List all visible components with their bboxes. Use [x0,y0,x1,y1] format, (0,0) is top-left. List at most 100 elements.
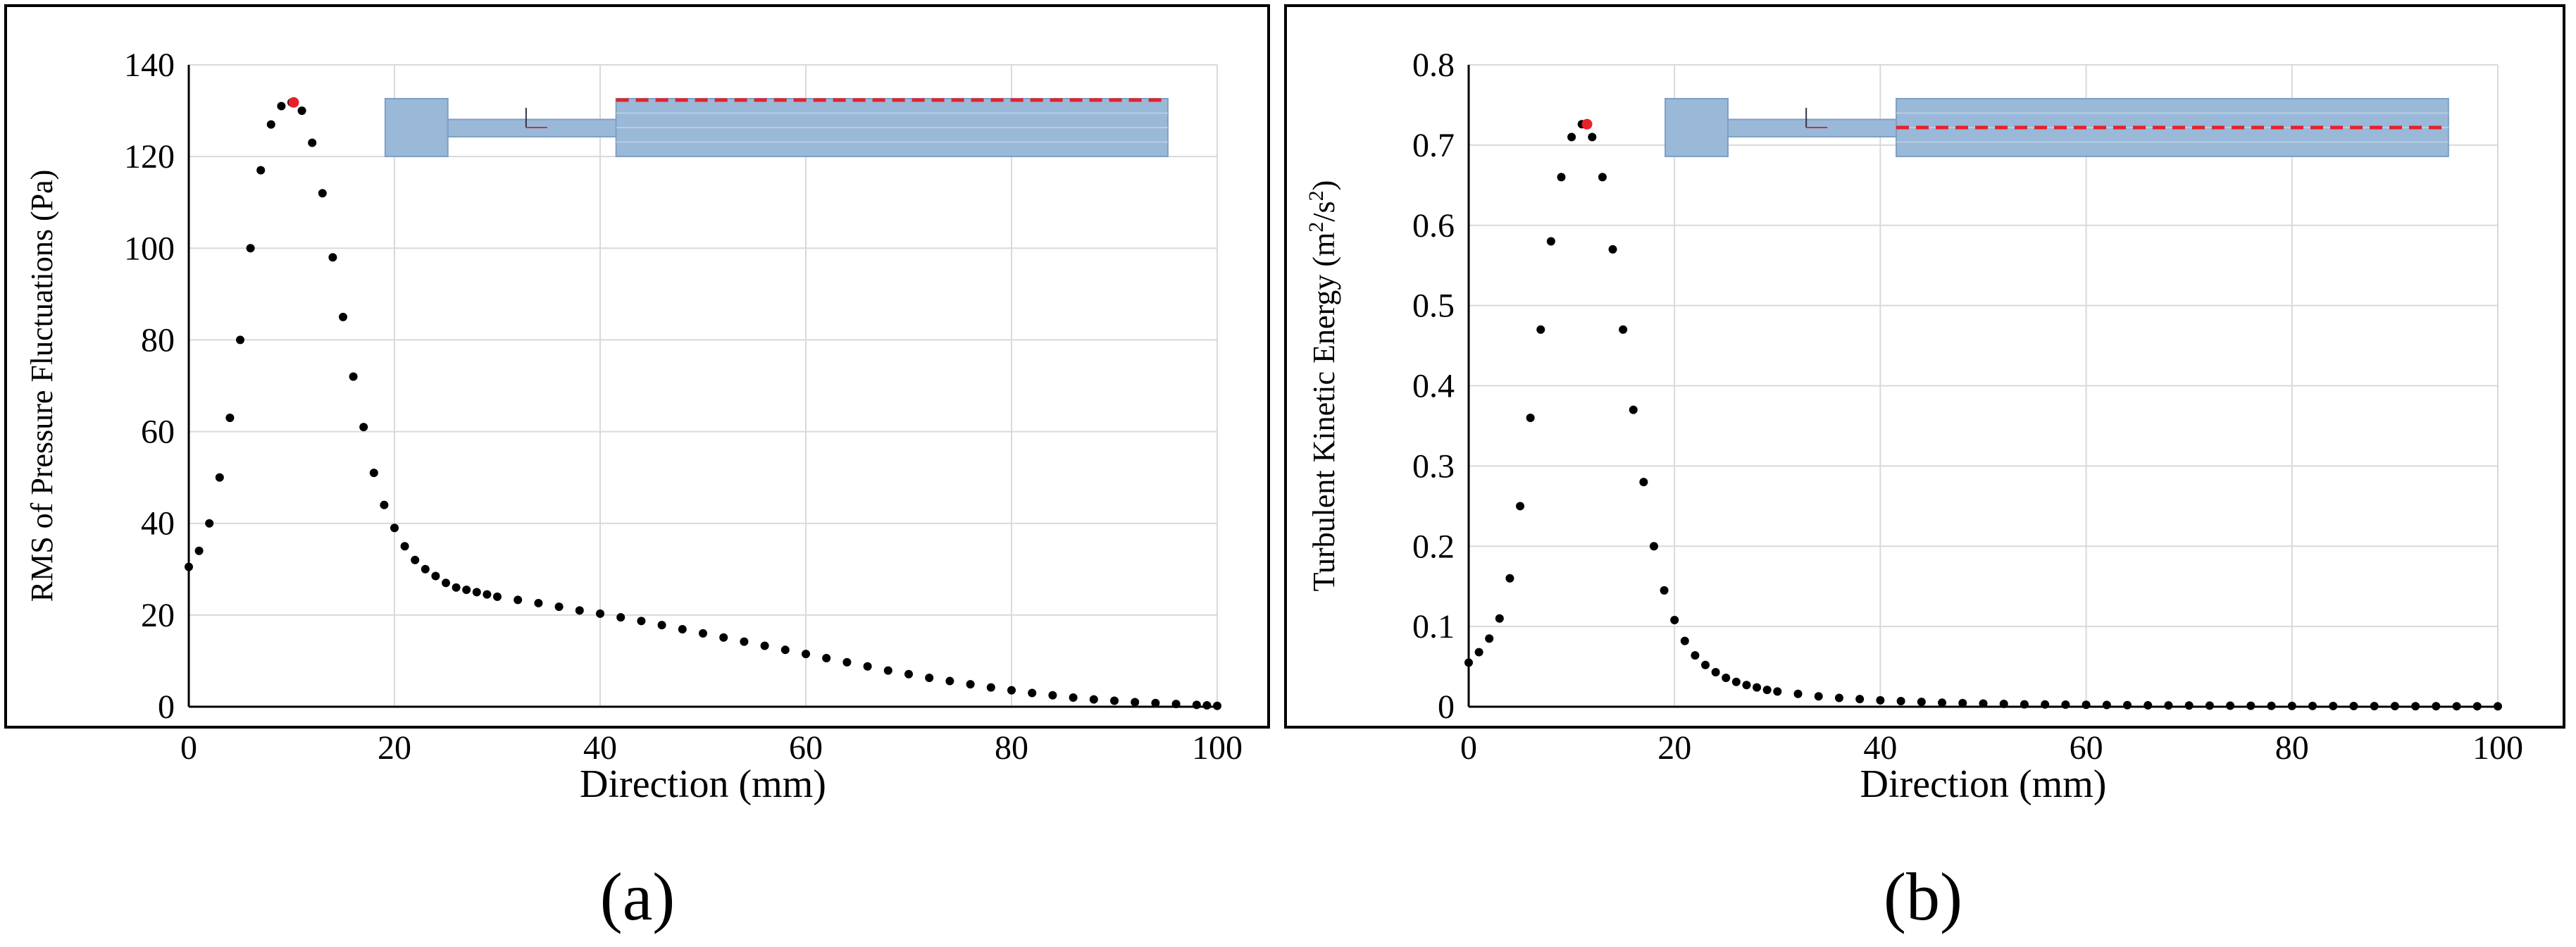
data-point [802,650,810,659]
peak-marker [288,97,299,108]
data-point [1505,574,1514,583]
data-point [534,598,543,607]
data-point [318,189,327,198]
data-point [277,101,286,111]
data-point [472,588,481,597]
data-point [1588,132,1597,142]
data-point [1742,681,1751,690]
data-point [822,654,831,663]
chart-panel-a: 0 20 40 60 80 100 120 140 0 20 40 60 80 100 Direction … [4,4,1270,806]
data-point [1731,677,1741,686]
y-tick-label: 20 [141,597,175,634]
data-point [1701,660,1710,669]
data-point [2411,702,2420,711]
data-point [657,621,666,630]
data-point [1048,691,1057,700]
x-tick-label: 0 [180,729,197,767]
x-tick-label: 40 [1863,729,1897,767]
y-tick-label: 0.1 [1412,608,1455,645]
y-axis-label: RMS of Pressure Fluctuations (Pa) [25,170,59,602]
data-point [863,662,872,671]
data-point [1649,542,1658,551]
data-point [359,423,368,432]
data-point [1639,478,1648,487]
data-point [2452,702,2461,711]
data-series [1464,118,2502,711]
data-point [1814,692,1823,701]
data-point [1917,698,1926,707]
data-point [945,676,954,686]
data-point [2143,700,2153,710]
data-point [1629,405,1638,414]
x-tick-label: 80 [2275,729,2309,767]
data-point [637,617,646,626]
data-point [2432,702,2441,711]
x-axis-label: Direction (mm) [1860,762,2107,806]
data-point [904,669,913,679]
data-point [2390,702,2399,711]
y-tick-label: 0.5 [1412,287,1455,325]
data-point [1834,693,1843,702]
y-axis-label-part: Turbulent Kinetic Energy (m [1307,233,1341,592]
data-point [483,590,492,599]
data-point [678,625,687,634]
data-series [185,97,1221,710]
data-point [194,546,204,555]
data-point [1526,414,1535,423]
data-point [1202,701,1212,710]
data-point [2041,700,2050,709]
data-point [442,578,450,588]
data-point [2164,701,2173,710]
data-point [1773,687,1782,696]
y-tick-label: 0 [158,688,175,726]
data-point [1110,696,1119,705]
y-tick-label: 140 [124,47,175,84]
data-point [760,641,769,650]
data-point [390,524,399,533]
chart-caption-b: (b) [1884,859,1962,934]
data-point [1089,695,1098,704]
y-tick-label: 0.7 [1412,127,1455,164]
data-point [1007,686,1016,695]
data-point [246,244,255,253]
data-point [380,500,389,509]
data-point [2472,702,2482,711]
x-axis-label: Direction (mm) [580,762,826,806]
data-point [400,542,409,551]
data-point [225,414,235,423]
data-point [1608,245,1617,254]
data-point [2329,701,2338,710]
data-point [2061,700,2070,710]
data-point [1660,586,1669,595]
data-point [1938,698,1947,707]
data-point [1495,614,1504,623]
data-point [185,562,193,571]
data-point [2082,700,2091,710]
data-point [1722,674,1731,683]
data-point [2494,702,2502,711]
y-tick-label: 0.2 [1412,528,1455,565]
data-point [780,645,790,655]
data-point [452,583,461,592]
data-point [719,633,728,642]
y-axis-label-superscript: 2 [1305,190,1328,201]
data-point [554,602,564,612]
data-point [205,519,214,528]
data-point [1131,698,1140,707]
data-point [1680,636,1689,645]
data-point [2102,700,2111,710]
data-point [1028,688,1037,698]
data-point [339,312,347,321]
data-point [297,106,306,116]
inset-schematic [1665,98,2449,157]
data-point [842,657,852,667]
data-point [2349,701,2358,710]
y-tick-label: 0 [1438,688,1455,726]
data-point [1598,173,1607,182]
data-point [1546,237,1555,246]
data-point [1516,502,1525,511]
data-point [308,138,317,147]
chart-panel-b: 0 0.1 0.2 0.3 0.4 0.5 0.6 0.7 0.8 0 20 40 60 80 100 Dir… [1284,4,2565,806]
data-point [616,613,626,622]
data-point [1485,634,1494,643]
